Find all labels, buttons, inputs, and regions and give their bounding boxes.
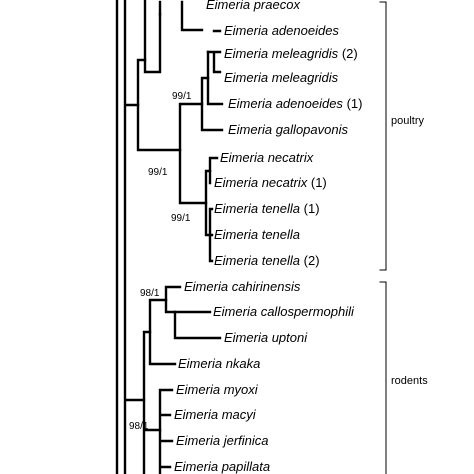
support-value: 99/1 [172, 91, 192, 102]
taxon-label: Eimeria tenella (1) [214, 201, 320, 216]
branch [206, 29, 222, 74]
support-value: 98/1 [129, 421, 149, 432]
poultry-bracket [379, 1, 387, 271]
taxon-label: Eimeria meleagridis [224, 70, 339, 85]
taxon-label: Eimeria necatrix (1) [214, 175, 327, 190]
branch [142, 330, 162, 474]
taxon-label: Eimeria macyi [174, 407, 257, 422]
branch [178, 102, 208, 205]
taxon-label: Eimeria tenella (2) [214, 253, 320, 268]
branch [180, 0, 204, 32]
taxon-label: Eimeria uptoni [224, 330, 308, 345]
rodents-bracket [379, 281, 387, 474]
taxon-label: Eimeria cahirinensis [184, 279, 301, 294]
taxon-label: Eimeria adenoeides [224, 23, 339, 38]
taxon-label: Eimeria meleagridis (2) [224, 46, 358, 61]
branch [123, 0, 146, 474]
taxon-label: Eimeria jerfinica [176, 433, 269, 448]
support-values: 99/1 99/1 99/1 98/1 98/1 [129, 91, 192, 432]
taxon-label: Eimeria nkaka [178, 356, 260, 371]
taxon-label: Eimeria myoxi [176, 382, 259, 397]
taxon-label: Eimeria gallopavonis [228, 122, 348, 137]
branch [148, 298, 177, 366]
branch [136, 58, 182, 152]
support-value: 99/1 [148, 167, 168, 178]
taxon-label: Eimeria tenella [214, 227, 300, 242]
taxon-labels: Eimeria praecox Eimeria adenoeides Eimer… [174, 0, 362, 474]
taxon-label: Eimeria callospermophili [213, 304, 355, 319]
taxon-label: Eimeria necatrix [220, 150, 314, 165]
branch [143, 0, 162, 74]
taxon-label: Eimeria adenoeides (1) [228, 96, 362, 111]
tree-branches [115, 0, 224, 474]
group-brackets: poultry rodents [379, 1, 428, 474]
branch [164, 285, 182, 314]
branch [173, 310, 222, 340]
taxon-label: Eimeria papillata [174, 459, 270, 474]
support-value: 98/1 [140, 288, 160, 299]
taxon-label: Eimeria praecox [206, 0, 300, 12]
branch [158, 388, 174, 474]
group-label-poultry: poultry [391, 115, 425, 127]
group-label-rodents: rodents [391, 375, 428, 387]
support-value: 99/1 [171, 213, 191, 224]
